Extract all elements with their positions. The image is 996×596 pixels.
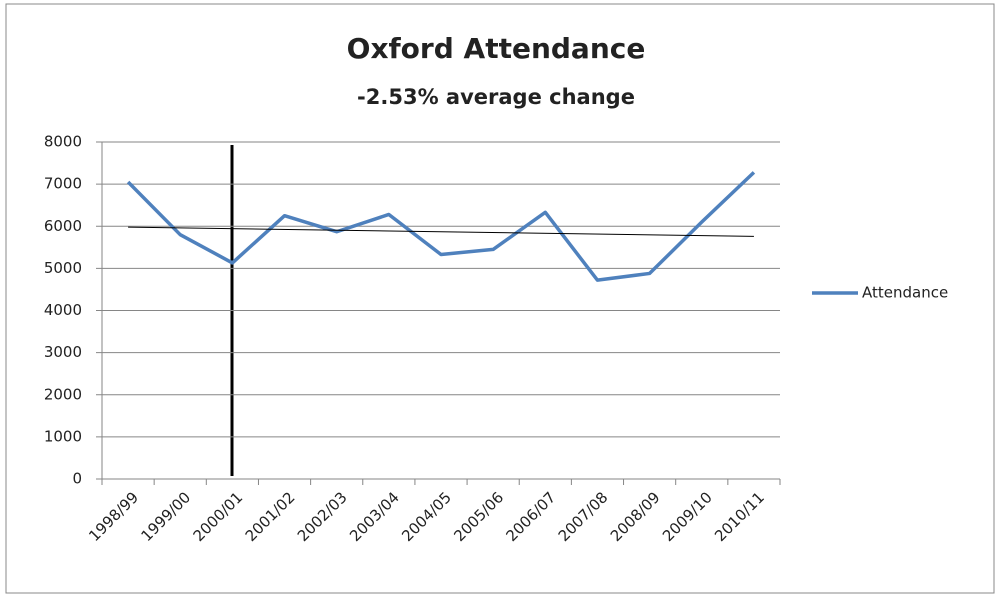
chart-frame: [5, 3, 995, 594]
x-tick-label: 2001/02: [242, 488, 299, 545]
y-tick-label: 6000: [44, 217, 82, 235]
y-tick-label: 8000: [44, 133, 82, 151]
x-tick-label: 2006/07: [503, 488, 560, 545]
x-tick-label: 1999/00: [137, 488, 194, 545]
legend-label: Attendance: [862, 284, 948, 302]
x-tick-label: 2004/05: [398, 488, 455, 545]
y-tick-label: 1000: [44, 427, 82, 445]
data-line: [126, 171, 756, 282]
x-tick-label: 2007/08: [555, 488, 612, 545]
x-tick-label: 2003/04: [346, 488, 403, 545]
chart-subtitle: -2.53% average change: [357, 85, 635, 109]
x-tick-label: 2005/06: [450, 488, 507, 545]
y-tick-label: 0: [72, 470, 82, 488]
y-tick-label: 2000: [44, 385, 82, 403]
chart-title: Oxford Attendance: [347, 32, 646, 65]
y-tick-label: 5000: [44, 259, 82, 277]
y-tick-label: 7000: [44, 175, 82, 193]
x-tick-label: 2009/10: [659, 488, 716, 545]
x-tick-label: 2008/09: [607, 488, 664, 545]
x-tick-label: 2000/01: [190, 488, 247, 545]
x-tick-label: 1998/99: [85, 488, 142, 545]
y-tick-label: 3000: [44, 343, 82, 361]
trendline: [128, 226, 754, 237]
x-tick-label: 2010/11: [711, 488, 768, 545]
x-tick-label: 2002/03: [294, 488, 351, 545]
y-tick-label: 4000: [44, 301, 82, 319]
